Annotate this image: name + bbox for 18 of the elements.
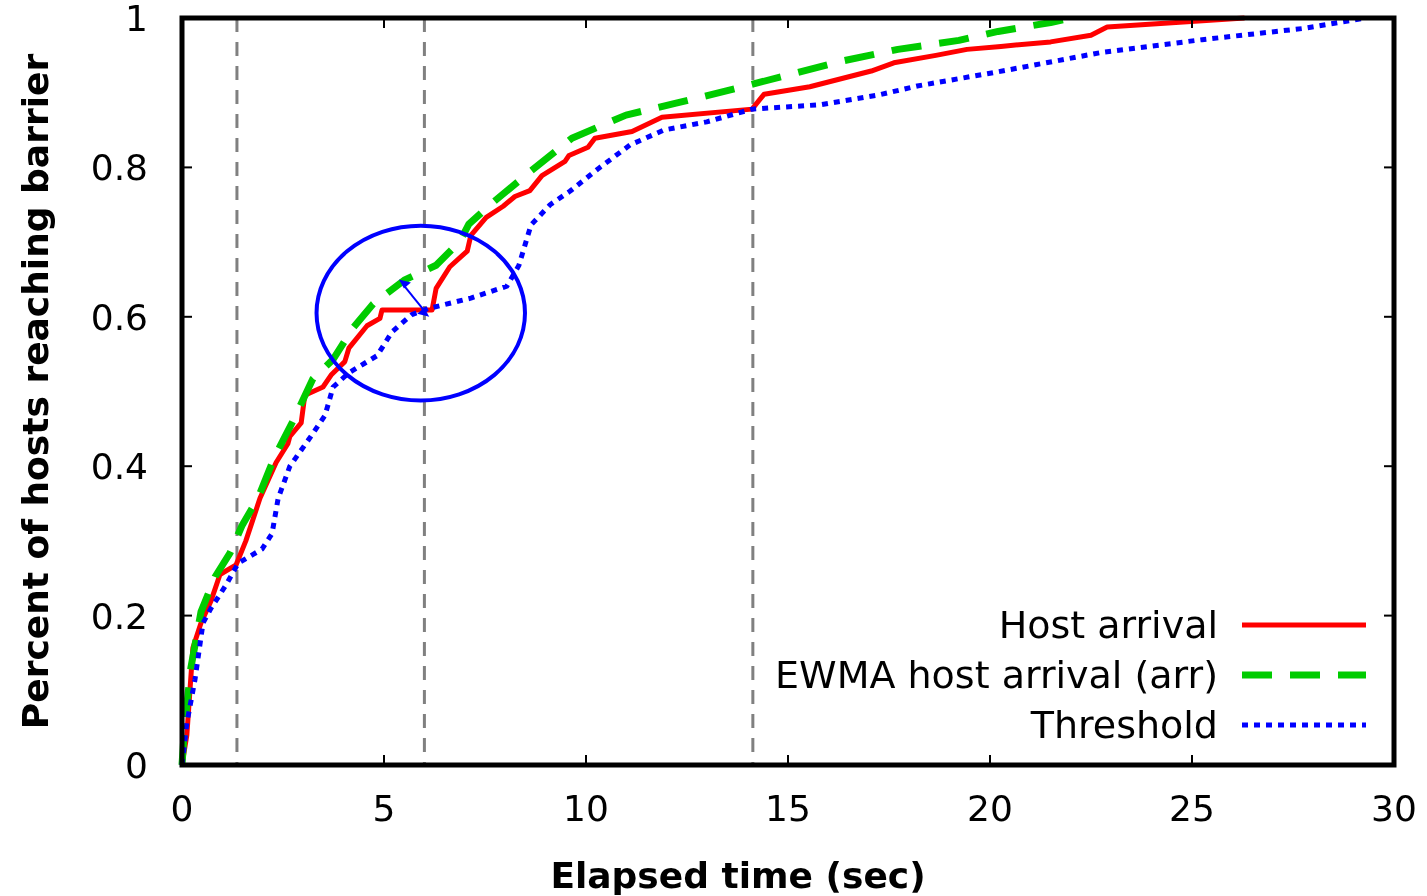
y-axis-title: Percent of hosts reaching barrier [15,53,56,730]
y-tick-label: 0 [125,745,148,786]
legend-label: EWMA host arrival (arr) [775,653,1218,697]
x-tick-label: 25 [1169,788,1215,829]
x-tick-label: 15 [765,788,811,829]
x-tick-label: 10 [563,788,609,829]
y-tick-label: 1 [125,0,148,39]
y-tick-label: 0.6 [90,296,148,338]
legend-label: Threshold [1029,703,1218,747]
y-tick-label: 0.2 [90,595,148,637]
x-tick-label: 5 [372,788,396,829]
y-tick-label: 0.4 [90,446,148,488]
x-tick-label: 0 [170,788,194,829]
legend-label: Host arrival [998,603,1218,647]
y-tick-label: 0.8 [90,147,148,189]
x-tick-label: 20 [967,788,1013,829]
x-axis-title: Elapsed time (sec) [550,855,926,896]
x-tick-label: 30 [1371,788,1417,829]
